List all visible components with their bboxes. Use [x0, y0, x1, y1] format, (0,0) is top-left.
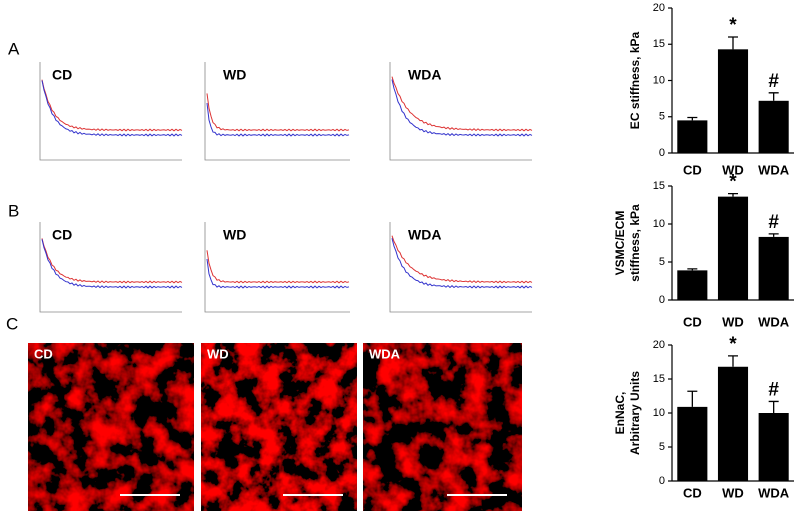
- micrographs: CD WD WDA: [28, 343, 522, 511]
- significance-mark: *: [729, 334, 737, 355]
- significance-mark: *: [729, 15, 737, 36]
- significance-mark: #: [768, 379, 779, 400]
- curve-label: WD: [223, 67, 246, 83]
- x-tick-label: WD: [722, 485, 744, 500]
- y-tick-label: 15: [653, 180, 665, 192]
- bar: [677, 270, 708, 300]
- x-tick-label: WDA: [758, 314, 790, 329]
- x-tick-label: CD: [683, 314, 702, 329]
- curve-frame: [39, 62, 182, 161]
- y-tick-label: 15: [653, 373, 665, 385]
- y-tick-label: 15: [653, 38, 665, 50]
- x-tick-label: CD: [683, 485, 702, 500]
- curve-frame: [389, 62, 532, 161]
- x-tick-label: CD: [683, 162, 702, 177]
- image: [363, 343, 522, 511]
- image: [28, 343, 194, 511]
- image-label: CD: [34, 346, 53, 361]
- force-curve: [391, 76, 533, 132]
- y-axis-label: EnNaC,: [613, 392, 627, 435]
- x-tick-label: WD: [722, 162, 744, 177]
- curve-label: WD: [223, 227, 246, 243]
- y-axis-label: Arbitrary Units: [628, 371, 642, 455]
- force-curve: [41, 238, 183, 284]
- image-label: WDA: [369, 346, 401, 361]
- y-tick-label: 0: [659, 475, 665, 487]
- curve-label: WDA: [408, 227, 441, 243]
- bar: [758, 413, 789, 481]
- force-curve: [391, 238, 533, 289]
- y-tick-label: 20: [653, 339, 665, 351]
- curve-label: CD: [52, 67, 72, 83]
- force-curve: [206, 250, 350, 284]
- curve-label: WDA: [408, 67, 441, 83]
- bar: [677, 406, 708, 481]
- curve-frame: [204, 62, 350, 161]
- error-bar: [687, 390, 698, 407]
- force-curve: [391, 79, 533, 137]
- force-curve: [41, 80, 183, 137]
- y-tick-label: 0: [659, 147, 665, 159]
- panel-letter: C: [6, 314, 18, 333]
- bar: [717, 366, 749, 481]
- y-tick-label: 10: [653, 407, 665, 419]
- y-tick-label: 0: [659, 294, 665, 306]
- significance-mark: *: [729, 172, 737, 193]
- y-tick-label: 20: [653, 2, 665, 14]
- curve-frame: [389, 222, 532, 313]
- force-curves: CD WD WDA CD WD WDA: [39, 62, 533, 313]
- y-tick-label: 10: [653, 74, 665, 86]
- significance-mark: #: [768, 71, 779, 92]
- image: [201, 343, 357, 511]
- panel-letter: B: [8, 201, 19, 220]
- curve-frame: [39, 222, 182, 313]
- error-bar: [768, 400, 779, 413]
- y-axis-label: stiffness, kPa: [628, 204, 642, 282]
- bar: [758, 100, 789, 153]
- error-bar: [768, 233, 779, 237]
- panel-letter: A: [8, 39, 20, 58]
- bar: [717, 196, 749, 300]
- force-curve: [206, 258, 350, 289]
- x-tick-label: WDA: [758, 162, 790, 177]
- curve-frame: [204, 222, 350, 313]
- force-curve: [41, 239, 183, 289]
- y-tick-label: 10: [653, 218, 665, 230]
- error-bar: [728, 355, 738, 367]
- error-bar: [728, 36, 738, 50]
- bar: [677, 120, 708, 153]
- bar: [758, 236, 789, 300]
- y-axis-label: VSMC/ECM: [613, 211, 627, 276]
- error-bar: [728, 192, 738, 197]
- y-tick-label: 5: [659, 441, 665, 453]
- error-bar: [768, 92, 779, 101]
- force-curve: [206, 93, 350, 132]
- y-tick-label: 5: [659, 111, 665, 123]
- y-tick-label: 5: [659, 256, 665, 268]
- x-tick-label: WDA: [758, 485, 790, 500]
- x-tick-label: WD: [722, 314, 744, 329]
- error-bar: [687, 116, 698, 121]
- bar: [717, 49, 749, 154]
- force-curve: [206, 103, 350, 137]
- significance-mark: #: [768, 212, 779, 233]
- curve-label: CD: [52, 227, 72, 243]
- force-curve: [391, 235, 533, 284]
- image-label: WD: [207, 346, 229, 361]
- force-curve: [41, 79, 183, 132]
- error-bar: [687, 268, 698, 271]
- y-axis-label: EC stiffness, kPa: [628, 31, 642, 129]
